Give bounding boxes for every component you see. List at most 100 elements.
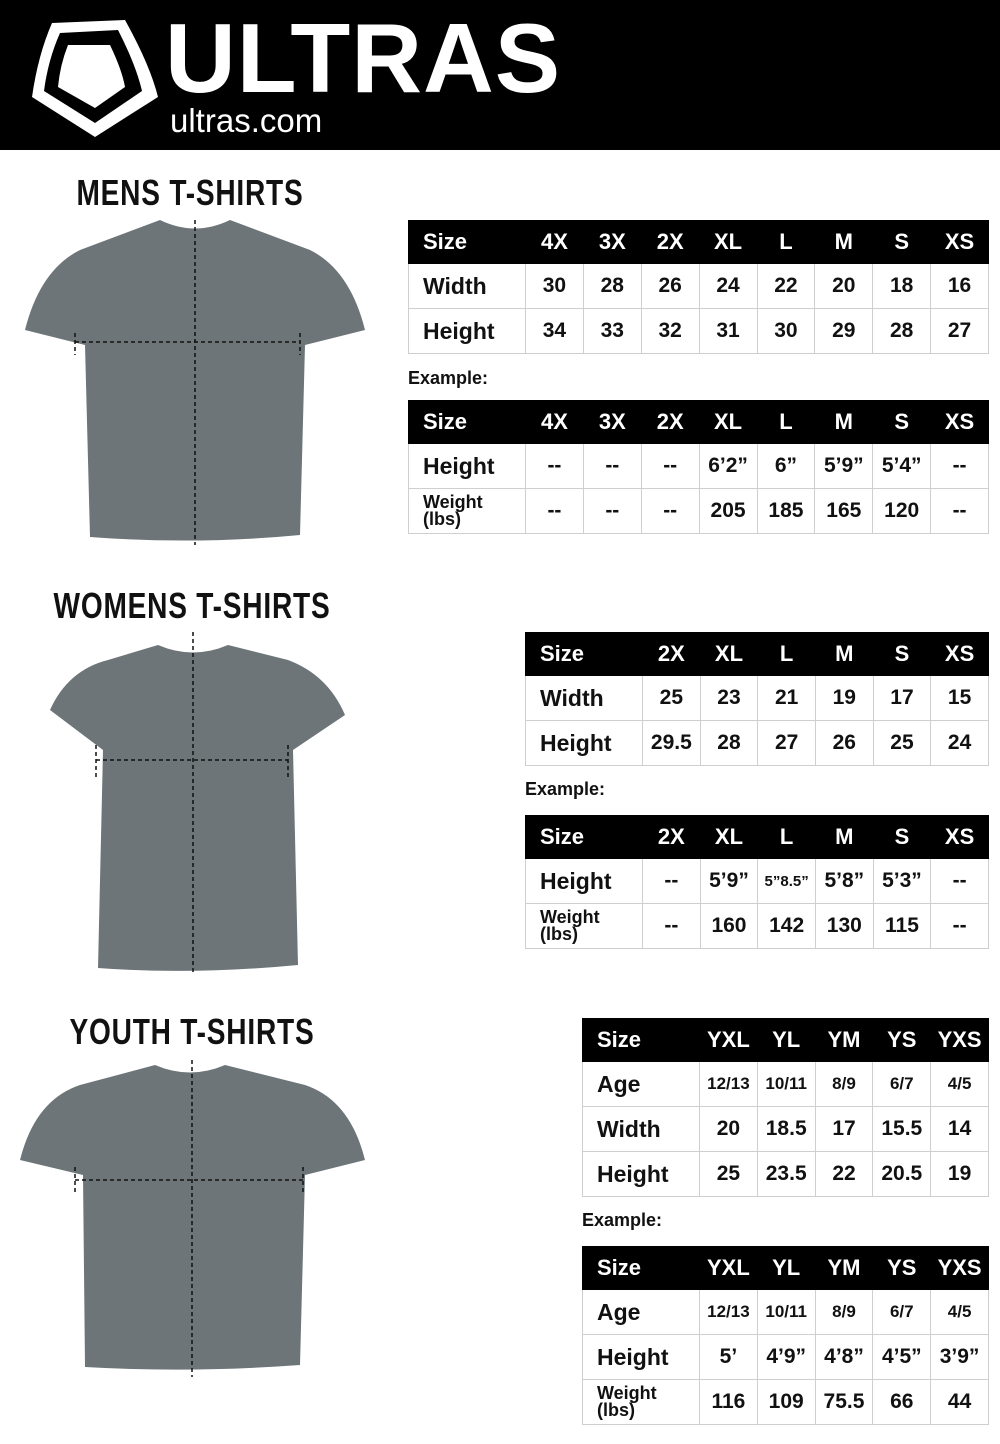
- row-label: Weight (lbs): [582, 1379, 700, 1425]
- row-label: Size: [408, 220, 526, 264]
- table-row: Height 29.5 28 27 26 25 24: [525, 720, 989, 766]
- row-label: Size: [525, 632, 643, 676]
- table-header-row: Size 2X XL L M S XS: [525, 815, 989, 859]
- table-cell: 165: [814, 488, 874, 534]
- table-cell: 20: [814, 263, 874, 309]
- row-label: Height: [408, 443, 526, 489]
- table-cell: 25: [699, 1151, 758, 1197]
- table-cell: 5’3”: [872, 858, 932, 904]
- table-cell: 130: [814, 903, 874, 949]
- table-cell: 8/9: [814, 1061, 874, 1107]
- youth-shirt-image: [20, 1060, 365, 1377]
- table-cell: 17: [814, 1106, 874, 1152]
- table-cell: 29.5: [642, 720, 701, 766]
- table-row: Weight (lbs) -- 160 142 130 115 --: [525, 903, 989, 949]
- row-label: Size: [525, 815, 643, 859]
- table-cell: 5”8.5”: [757, 858, 816, 904]
- row-label: Weight (lbs): [525, 903, 643, 949]
- table-cell: YS: [872, 1246, 932, 1290]
- table-row: Height -- 5’9” 5”8.5” 5’8” 5’3” --: [525, 858, 989, 904]
- table-cell: L: [756, 220, 816, 264]
- table-cell: --: [582, 488, 642, 534]
- table-cell: S: [872, 400, 932, 444]
- table-cell: 17: [872, 675, 932, 721]
- table-cell: 5’4”: [872, 443, 932, 489]
- youth-example-table: Size YXL YL YM YS YXS Age 12/13 10/11 8/9 6/7 4/5 He…: [582, 1246, 989, 1425]
- table-cell: 26: [814, 720, 874, 766]
- table-cell: 4X: [525, 400, 584, 444]
- table-header-row: Size 2X XL L M S XS: [525, 632, 989, 676]
- row-label: Width: [525, 675, 643, 721]
- table-cell: M: [814, 220, 874, 264]
- table-cell: 25: [872, 720, 932, 766]
- table-cell: L: [757, 815, 816, 859]
- table-cell: 2X: [642, 632, 701, 676]
- table-cell: 28: [872, 308, 932, 354]
- table-cell: 185: [756, 488, 816, 534]
- mens-example-table: Size 4X 3X 2X XL L M S XS Height -- -- -- 6’2” 6” 5’9” 5…: [408, 400, 989, 534]
- youth-example-label: Example:: [582, 1210, 663, 1230]
- table-header-row: Size YXL YL YM YS YXS: [582, 1246, 989, 1290]
- table-cell: 23.5: [756, 1151, 816, 1197]
- table-cell: 26: [640, 263, 700, 309]
- womens-example-table: Size 2X XL L M S XS Height -- 5’9” 5”8.5” 5’8” 5’3” -…: [525, 815, 989, 949]
- table-cell: 21: [757, 675, 816, 721]
- table-cell: YXS: [930, 1018, 989, 1062]
- table-row: Height 25 23.5 22 20.5 19: [582, 1151, 989, 1197]
- table-cell: --: [930, 903, 989, 949]
- table-cell: 34: [525, 308, 584, 354]
- table-cell: --: [640, 443, 700, 489]
- row-label: Height: [525, 720, 643, 766]
- brand-name: ULTRAS: [165, 3, 562, 113]
- table-cell: XS: [930, 632, 989, 676]
- table-cell: 10/11: [756, 1289, 816, 1335]
- table-row: Height 5’ 4’9” 4’8” 4’5” 3’9”: [582, 1334, 989, 1380]
- table-cell: 12/13: [699, 1061, 758, 1107]
- table-cell: 120: [872, 488, 932, 534]
- table-cell: 18: [872, 263, 932, 309]
- table-cell: 31: [698, 308, 758, 354]
- table-cell: 205: [698, 488, 758, 534]
- row-label: Height: [525, 858, 643, 904]
- table-cell: YL: [756, 1246, 816, 1290]
- table-cell: 6/7: [872, 1061, 932, 1107]
- table-row: Age 12/13 10/11 8/9 6/7 4/5: [582, 1061, 989, 1107]
- table-cell: XL: [698, 400, 758, 444]
- table-cell: 24: [930, 720, 989, 766]
- table-cell: S: [872, 815, 932, 859]
- table-cell: 116: [699, 1379, 758, 1425]
- mens-example-label: Example:: [408, 368, 489, 388]
- table-cell: S: [872, 220, 932, 264]
- table-cell: 25: [642, 675, 701, 721]
- row-label: Height: [408, 308, 526, 354]
- table-cell: --: [930, 488, 989, 534]
- table-cell: 6/7: [872, 1289, 932, 1335]
- ultras-shield-logo: [32, 20, 158, 137]
- table-cell: 4/5: [930, 1289, 989, 1335]
- table-cell: XL: [698, 220, 758, 264]
- table-cell: --: [930, 443, 989, 489]
- table-cell: --: [525, 488, 584, 534]
- table-cell: 27: [757, 720, 816, 766]
- table-cell: YS: [872, 1018, 932, 1062]
- table-cell: 66: [872, 1379, 932, 1425]
- table-cell: M: [814, 632, 874, 676]
- table-cell: 160: [699, 903, 759, 949]
- table-cell: --: [930, 858, 989, 904]
- table-cell: 5’9”: [699, 858, 759, 904]
- table-cell: --: [642, 903, 701, 949]
- table-cell: 16: [930, 263, 989, 309]
- table-cell: YXL: [699, 1246, 758, 1290]
- row-label: Weight (lbs): [408, 488, 526, 534]
- table-cell: 8/9: [814, 1289, 874, 1335]
- table-cell: 20: [699, 1106, 758, 1152]
- table-cell: 18.5: [756, 1106, 816, 1152]
- table-row: Height -- -- -- 6’2” 6” 5’9” 5’4” --: [408, 443, 989, 489]
- table-cell: 109: [756, 1379, 816, 1425]
- table-cell: 2X: [640, 220, 700, 264]
- mens-shirt-image: [25, 220, 365, 545]
- table-cell: 10/11: [756, 1061, 816, 1107]
- table-cell: 28: [582, 263, 642, 309]
- table-header-row: Size YXL YL YM YS YXS: [582, 1018, 989, 1062]
- table-cell: 19: [814, 675, 874, 721]
